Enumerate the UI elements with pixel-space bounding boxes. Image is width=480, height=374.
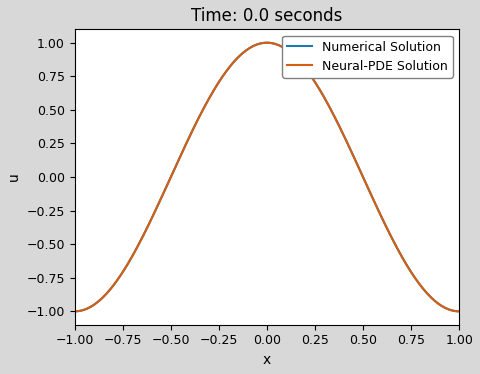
Numerical Solution (257, 42, 263, 46)
Line: Neural-PDE Solution: Neural-PDE Solution (75, 43, 459, 311)
Neural-PDE Solution (254, 42, 260, 47)
Neural-PDE Solution (301, 65, 307, 69)
Neural-PDE Solution (281, 45, 287, 50)
Neural-PDE Solution (257, 42, 263, 46)
Numerical Solution (254, 42, 260, 47)
Numerical Solution (72, 309, 78, 313)
Numerical Solution (456, 309, 462, 313)
Numerical Solution (264, 40, 269, 45)
Numerical Solution (388, 233, 394, 238)
Neural-PDE Solution (388, 233, 394, 238)
Neural-PDE Solution (448, 308, 454, 312)
Line: Numerical Solution: Numerical Solution (75, 43, 459, 311)
Numerical Solution (281, 45, 287, 50)
Numerical Solution (448, 308, 454, 312)
Neural-PDE Solution (264, 40, 269, 45)
Neural-PDE Solution (456, 309, 462, 313)
Numerical Solution (301, 65, 307, 69)
Legend: Numerical Solution, Neural-PDE Solution: Numerical Solution, Neural-PDE Solution (282, 36, 453, 78)
Neural-PDE Solution (72, 309, 78, 313)
Title: Time: 0.0 seconds: Time: 0.0 seconds (191, 7, 343, 25)
X-axis label: x: x (263, 353, 271, 367)
Y-axis label: u: u (7, 173, 21, 181)
